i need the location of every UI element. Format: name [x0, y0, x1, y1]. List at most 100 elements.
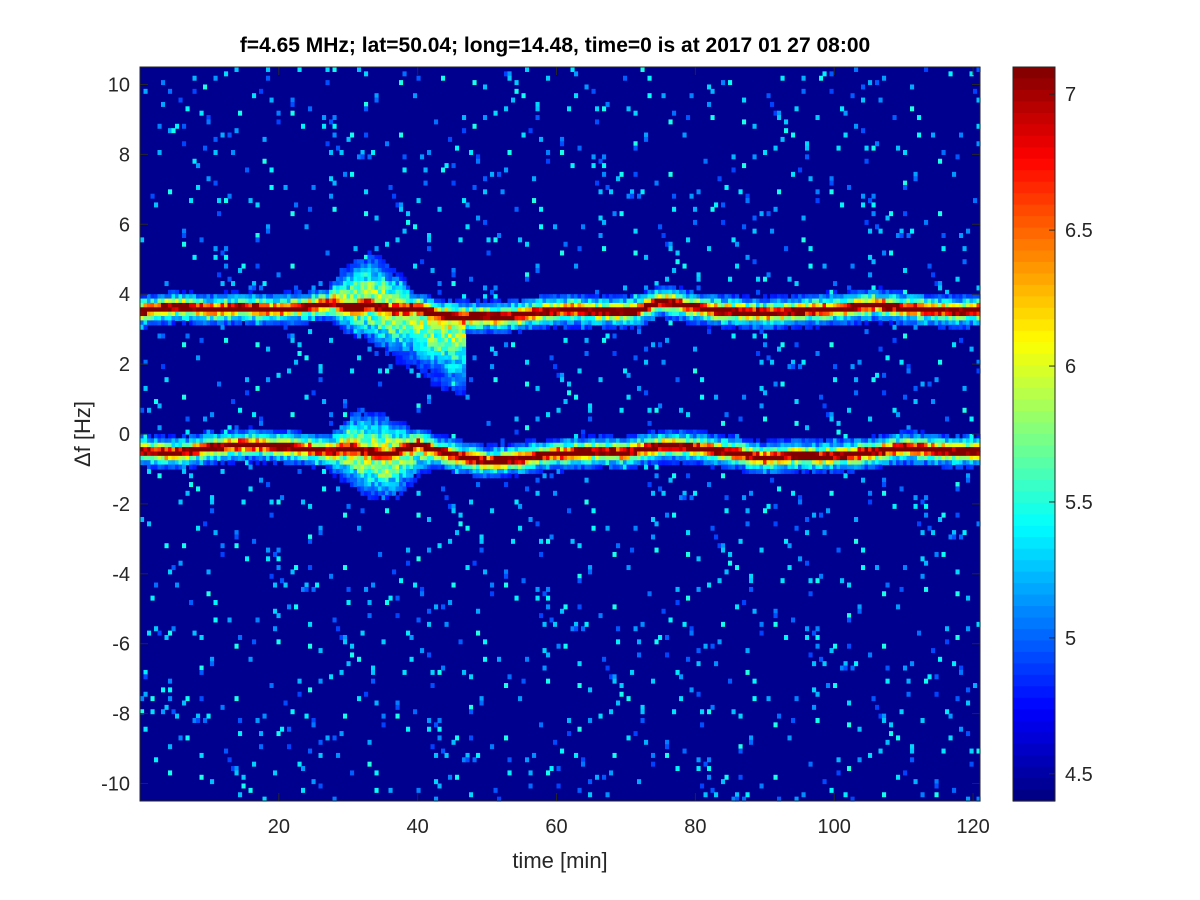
heatmap-cell	[812, 298, 817, 304]
heatmap-cell	[609, 316, 614, 322]
heatmap-cell	[364, 482, 369, 488]
heatmap-cell	[598, 307, 603, 313]
heatmap-cell	[462, 372, 467, 378]
heatmap-cell	[798, 311, 803, 317]
heatmap-cell	[273, 434, 278, 439]
heatmap-cell	[420, 586, 425, 592]
heatmap-cell	[273, 302, 278, 308]
heatmap-cell	[521, 302, 526, 308]
heatmap-cell	[343, 438, 348, 444]
heatmap-cell	[143, 442, 148, 448]
heatmap-cell	[392, 267, 397, 273]
heatmap-cell	[241, 442, 246, 448]
heatmap-cell	[427, 547, 432, 553]
heatmap-cell	[794, 302, 799, 308]
heatmap-cell	[276, 447, 281, 453]
heatmap-cell	[437, 368, 442, 374]
heatmap-cell	[346, 298, 351, 304]
heatmap-cell	[395, 429, 400, 435]
heatmap-cell	[399, 451, 404, 457]
heatmap-cell	[773, 438, 778, 444]
heatmap-cell	[616, 438, 621, 444]
heatmap-cell	[171, 438, 176, 444]
heatmap-cell	[742, 307, 747, 313]
heatmap-cell	[416, 342, 421, 348]
heatmap-cell	[304, 455, 309, 461]
heatmap-cell	[493, 329, 498, 335]
heatmap-cell	[668, 477, 673, 483]
heatmap-cell	[462, 316, 467, 322]
heatmap-cell	[647, 429, 652, 435]
heatmap-cell	[612, 307, 617, 313]
heatmap-cell	[430, 368, 435, 374]
heatmap-cell	[696, 285, 701, 291]
heatmap-cell	[815, 298, 820, 304]
heatmap-cell	[497, 796, 502, 802]
heatmap-cell	[563, 316, 568, 322]
heatmap-cell	[224, 294, 229, 300]
heatmap-cell	[490, 460, 495, 466]
heatmap-cell	[290, 211, 295, 217]
heatmap-cell	[595, 774, 600, 780]
heatmap-cell	[707, 316, 712, 322]
heatmap-cell	[595, 455, 600, 461]
heatmap-cell	[574, 263, 579, 269]
heatmap-cell	[203, 298, 208, 304]
heatmap-cell	[493, 377, 498, 383]
heatmap-cell	[759, 302, 764, 308]
heatmap-cell	[224, 311, 229, 317]
heatmap-cell	[448, 442, 453, 448]
heatmap-cell	[619, 438, 624, 444]
heatmap-cell	[455, 442, 460, 448]
heatmap-cell	[728, 447, 733, 453]
heatmap-cell	[735, 307, 740, 313]
heatmap-cell	[427, 394, 432, 400]
heatmap-cell	[346, 311, 351, 317]
heatmap-cell	[777, 455, 782, 461]
heatmap-cell	[717, 578, 722, 584]
heatmap-cell	[602, 316, 607, 322]
heatmap-cell	[357, 468, 362, 474]
heatmap-cell	[420, 154, 425, 160]
heatmap-cell	[189, 600, 194, 605]
heatmap-cell	[808, 591, 813, 597]
heatmap-cell	[406, 359, 411, 365]
heatmap-cell	[238, 447, 243, 453]
heatmap-cell	[399, 464, 404, 470]
heatmap-cell	[385, 425, 390, 431]
heatmap-cell	[329, 451, 334, 457]
heatmap-cell	[423, 337, 428, 343]
heatmap-cell	[374, 473, 379, 479]
heatmap-cell	[437, 316, 442, 322]
heatmap-cell	[374, 486, 379, 492]
heatmap-cell	[696, 460, 701, 466]
heatmap-cell	[241, 316, 246, 322]
heatmap-cell	[829, 455, 834, 461]
heatmap-cell	[647, 434, 652, 439]
heatmap-cell	[140, 517, 145, 522]
heatmap-cell	[199, 665, 204, 671]
heatmap-cell	[689, 455, 694, 461]
heatmap-cell	[486, 460, 491, 466]
heatmap-cell	[707, 434, 712, 439]
heatmap-cell	[441, 350, 446, 356]
heatmap-cell	[357, 285, 362, 291]
heatmap-cell	[318, 316, 323, 322]
heatmap-cell	[808, 246, 813, 252]
heatmap-cell	[451, 163, 456, 169]
heatmap-cell	[371, 294, 376, 300]
heatmap-cell	[602, 455, 607, 461]
heatmap-cell	[563, 451, 568, 457]
heatmap-cell	[833, 464, 838, 470]
heatmap-cell	[269, 97, 274, 103]
heatmap-cell	[644, 346, 649, 352]
heatmap-cell	[486, 302, 491, 308]
heatmap-cell	[444, 455, 449, 461]
heatmap-cell	[619, 171, 624, 177]
heatmap-cell	[609, 442, 614, 448]
heatmap-cell	[679, 289, 684, 295]
heatmap-cell	[696, 189, 701, 195]
heatmap-cell	[525, 381, 530, 387]
heatmap-cell	[325, 80, 330, 86]
heatmap-cell	[535, 106, 540, 112]
